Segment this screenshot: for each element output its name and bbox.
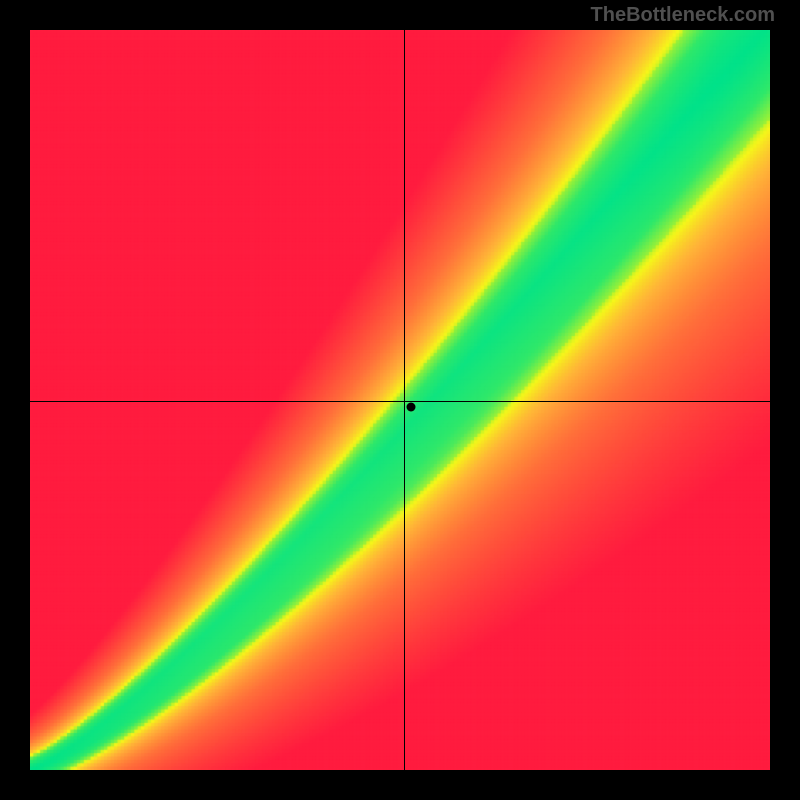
marker-dot — [407, 403, 416, 412]
watermark-text: TheBottleneck.com — [591, 4, 775, 27]
crosshair-vertical — [404, 30, 405, 770]
crosshair-horizontal — [30, 401, 770, 402]
heatmap-canvas — [30, 30, 770, 770]
bottleneck-heatmap — [30, 30, 770, 770]
